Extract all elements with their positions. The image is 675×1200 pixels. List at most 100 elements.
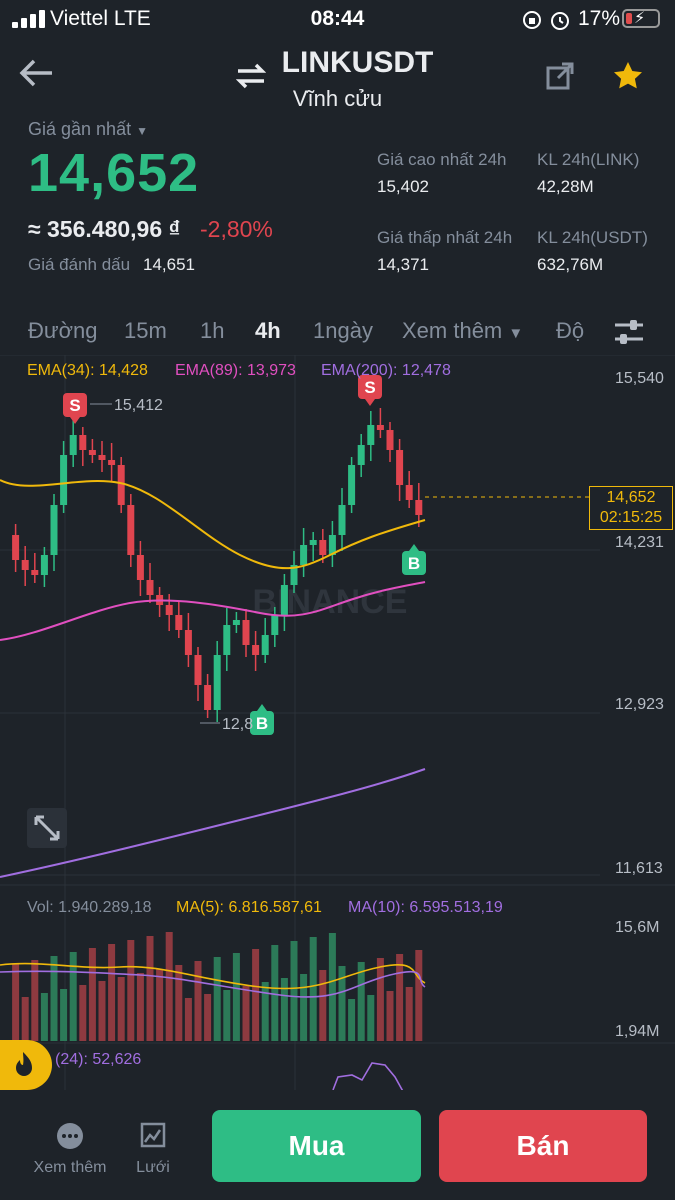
tab-15m[interactable]: 15m bbox=[124, 318, 167, 343]
volume-bar bbox=[184, 998, 192, 1041]
more-button[interactable]: Xem thêm bbox=[27, 1122, 113, 1177]
high-24h-value: 15,402 bbox=[377, 177, 429, 196]
current-price-tag: 14,652 02:15:25 bbox=[589, 486, 673, 530]
signal-buy-1: B bbox=[250, 704, 274, 735]
svg-text:S: S bbox=[69, 396, 80, 415]
candle bbox=[261, 635, 269, 655]
candle bbox=[280, 585, 288, 615]
carrier: Viettel LTE bbox=[50, 7, 151, 30]
tab-depth[interactable]: Độ bbox=[556, 318, 585, 343]
chevron-down-icon: ▼ bbox=[508, 325, 524, 342]
grid-button[interactable]: Lưới bbox=[130, 1122, 176, 1177]
price-chart[interactable]: BINANCE S S B B 15,412 12,8 bbox=[0, 355, 675, 1100]
more-dots-icon bbox=[57, 1123, 83, 1149]
settings-sliders-icon[interactable] bbox=[613, 318, 645, 346]
volume-bar bbox=[386, 991, 394, 1041]
candle bbox=[396, 450, 404, 485]
grid-chart-icon bbox=[140, 1122, 166, 1148]
candle bbox=[348, 465, 356, 505]
vol-link-value: 42,28M bbox=[537, 177, 594, 196]
status-bar: Viettel LTE 08:44 17% ⚡ bbox=[0, 0, 675, 38]
floating-flame-button[interactable] bbox=[0, 1040, 52, 1090]
star-icon[interactable] bbox=[612, 60, 644, 92]
contract-type: Vĩnh cửu bbox=[292, 86, 383, 111]
arrow-left-icon[interactable] bbox=[18, 58, 54, 88]
candle bbox=[252, 645, 260, 655]
alarm-icon bbox=[551, 12, 569, 30]
vol-usdt-label: KL 24h(USDT) bbox=[537, 228, 648, 247]
sell-button[interactable]: Bán bbox=[439, 1110, 647, 1182]
candle bbox=[309, 540, 317, 545]
tab-line[interactable]: Đường bbox=[28, 318, 98, 343]
swap-icon[interactable] bbox=[236, 62, 266, 90]
candle bbox=[136, 555, 144, 580]
volume-bar bbox=[367, 995, 375, 1041]
high-marker: 15,412 bbox=[114, 397, 163, 414]
svg-text:B: B bbox=[256, 714, 268, 733]
candle bbox=[21, 560, 29, 570]
tab-more[interactable]: Xem thêm ▼ bbox=[402, 318, 524, 343]
candle bbox=[31, 570, 39, 575]
chevron-down-icon: ▼ bbox=[136, 124, 148, 138]
candle bbox=[376, 425, 384, 430]
volume-bar bbox=[98, 981, 106, 1041]
battery-charging-icon: ⚡ bbox=[622, 9, 660, 28]
candle bbox=[405, 485, 413, 500]
last-price: 14,652 bbox=[28, 143, 200, 203]
volume-bar bbox=[146, 936, 154, 1041]
svg-text:B: B bbox=[408, 554, 420, 573]
buy-button[interactable]: Mua bbox=[212, 1110, 421, 1182]
expand-icon bbox=[34, 815, 60, 841]
tab-1d[interactable]: 1ngày bbox=[313, 318, 373, 343]
volume-bar bbox=[12, 964, 20, 1041]
tab-1h[interactable]: 1h bbox=[200, 318, 225, 343]
candle bbox=[79, 435, 87, 450]
clock: 08:44 bbox=[310, 7, 365, 30]
candle bbox=[108, 460, 116, 465]
candle bbox=[328, 535, 336, 555]
candle bbox=[69, 435, 77, 455]
ma5-legend: MA(5): 6.816.587,61 bbox=[176, 899, 322, 916]
candle bbox=[386, 430, 394, 450]
candle bbox=[319, 540, 327, 555]
low-24h-label: Giá thấp nhất 24h bbox=[377, 228, 513, 247]
ema89-line bbox=[0, 581, 426, 641]
volume-bar bbox=[319, 970, 327, 1041]
ema34-line bbox=[0, 479, 426, 570]
volume-bar bbox=[232, 953, 240, 1041]
volume-bar bbox=[40, 993, 48, 1041]
volume-bar bbox=[328, 933, 336, 1041]
battery-percent: 17% bbox=[578, 7, 621, 30]
volume-bar bbox=[117, 977, 125, 1041]
y-axis-label: 14,231 bbox=[615, 534, 664, 551]
vol-usdt-value: 632,76M bbox=[537, 255, 604, 274]
volume-bar bbox=[156, 969, 164, 1041]
fiat-value: ≈ 356.480,96 ₫ bbox=[28, 216, 181, 242]
ma10-legend: MA(10): 6.595.513,19 bbox=[348, 899, 503, 916]
volume-bar bbox=[194, 961, 202, 1041]
volume-bar bbox=[290, 941, 298, 1041]
candle bbox=[98, 455, 106, 460]
vol-axis-label: 1,94M bbox=[615, 1023, 660, 1040]
change-percent: -2,80% bbox=[200, 216, 273, 242]
candle bbox=[184, 630, 192, 655]
candle bbox=[232, 620, 240, 625]
fullscreen-button[interactable] bbox=[27, 808, 67, 848]
tab-4h[interactable]: 4h bbox=[255, 318, 281, 343]
candle bbox=[415, 500, 423, 515]
candle bbox=[204, 685, 212, 710]
last-price-label[interactable]: Giá gần nhất ▼ bbox=[28, 119, 148, 139]
flame-icon bbox=[16, 1052, 32, 1076]
volume-bar bbox=[309, 937, 317, 1041]
volume-bar bbox=[280, 978, 288, 1041]
volume-bar bbox=[204, 994, 212, 1041]
volume-bar bbox=[88, 948, 96, 1041]
share-icon[interactable] bbox=[546, 62, 574, 90]
symbol-title[interactable]: LINKUSDT bbox=[281, 46, 434, 79]
candle bbox=[117, 465, 125, 505]
volume-bar bbox=[252, 949, 260, 1041]
candle bbox=[165, 605, 173, 615]
volume-bar bbox=[300, 974, 308, 1041]
volume-bar bbox=[50, 956, 58, 1041]
candles bbox=[12, 408, 423, 722]
